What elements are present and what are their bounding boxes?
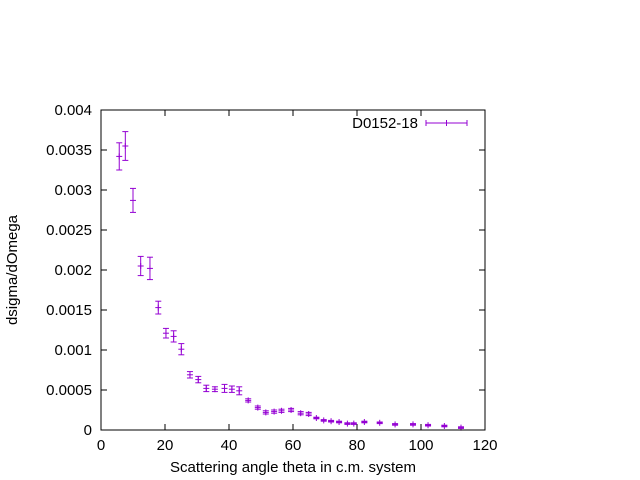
data-point <box>221 383 228 393</box>
data-point <box>410 421 416 428</box>
data-point <box>122 131 129 161</box>
data-point <box>344 420 351 427</box>
data-point <box>130 187 136 213</box>
y-tick-label: 0 <box>84 422 92 439</box>
data-point <box>350 420 357 427</box>
x-tick-label: 60 <box>285 437 302 454</box>
data-point <box>195 375 202 384</box>
data-point <box>203 384 210 393</box>
data-point <box>155 300 162 315</box>
data-points <box>116 131 464 431</box>
data-point <box>262 409 269 416</box>
data-point <box>178 343 185 356</box>
data-point <box>170 330 177 343</box>
y-tick-label: 0.003 <box>54 182 92 199</box>
data-point <box>137 255 144 277</box>
data-point <box>320 417 327 424</box>
x-tick-label: 40 <box>221 437 238 454</box>
data-point <box>146 256 153 281</box>
data-point <box>254 404 261 411</box>
axis-ticks: 0 20 40 60 80 100 120 0 0.0005 0.001 0.0015 0.002 0.… <box>46 102 497 454</box>
data-point <box>392 421 399 428</box>
data-point <box>245 397 252 404</box>
plot-frame <box>100 109 486 431</box>
data-point <box>211 386 218 393</box>
x-tick-label: 120 <box>472 437 497 454</box>
y-tick-label: 0.004 <box>54 102 92 119</box>
data-point <box>376 419 383 426</box>
data-point <box>116 142 123 171</box>
data-point <box>361 419 368 425</box>
data-point <box>425 422 432 429</box>
data-point <box>278 407 285 414</box>
data-point <box>288 407 295 413</box>
data-point <box>313 415 320 421</box>
y-axis-label: dsigma/dOmega <box>4 214 21 325</box>
x-tick-label: 80 <box>349 437 366 454</box>
data-point <box>186 371 193 379</box>
y-tick-label: 0.002 <box>54 262 92 279</box>
y-tick-label: 0.0035 <box>46 142 92 159</box>
legend-sample <box>425 120 468 126</box>
data-point <box>328 418 335 425</box>
y-tick-label: 0.001 <box>54 342 92 359</box>
y-tick-label: 0.0005 <box>46 382 92 399</box>
y-tick-label: 0.0025 <box>46 222 92 239</box>
y-tick-label: 0.0015 <box>46 302 92 319</box>
data-point <box>336 419 343 425</box>
legend: D0152-18 <box>352 115 468 132</box>
data-point <box>305 411 312 417</box>
x-tick-label: 0 <box>97 437 105 454</box>
legend-label: D0152-18 <box>352 115 418 132</box>
data-point <box>162 327 169 339</box>
data-point <box>236 386 243 396</box>
data-point <box>271 408 278 415</box>
data-point <box>297 410 304 417</box>
x-tick-label: 100 <box>408 437 433 454</box>
x-tick-label: 20 <box>157 437 174 454</box>
data-point <box>441 423 448 429</box>
x-axis-label: Scattering angle theta in c.m. system <box>170 459 416 476</box>
data-point <box>228 385 235 393</box>
